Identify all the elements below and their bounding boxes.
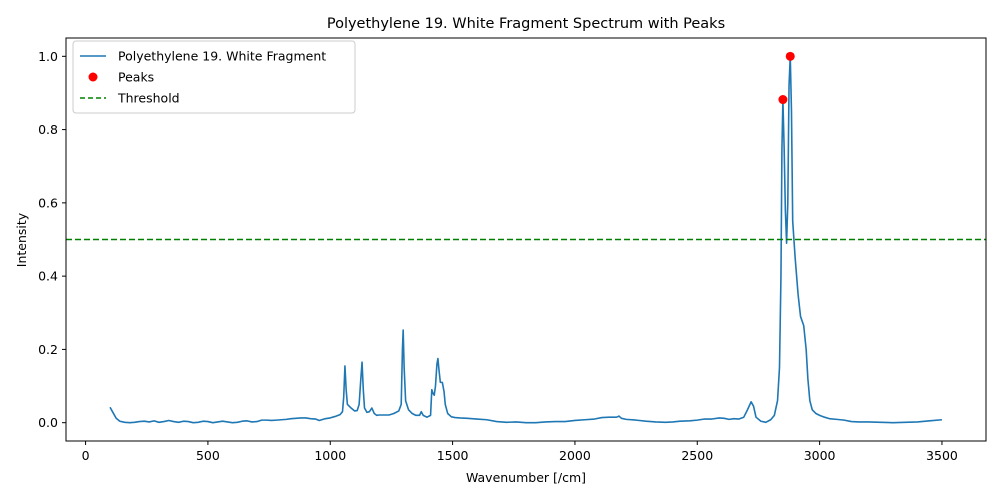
peak-marker <box>785 51 795 61</box>
chart-title: Polyethylene 19. White Fragment Spectrum… <box>327 16 725 32</box>
x-tick-label: 1500 <box>437 448 469 463</box>
y-tick-label: 1.0 <box>38 49 58 64</box>
series-layer <box>66 51 986 424</box>
y-axis-label: Intensity <box>14 212 29 267</box>
legend: Polyethylene 19. White Fragment Peaks Th… <box>72 40 356 114</box>
x-tick-label: 1000 <box>314 448 346 463</box>
legend-label-threshold: Threshold <box>117 91 180 106</box>
x-tick-label: 3000 <box>804 448 836 463</box>
legend-label-peaks: Peaks <box>118 70 154 85</box>
y-tick-label: 0.0 <box>38 415 58 430</box>
x-axis: 0 500 1000 1500 2000 2500 3000 3500 <box>82 441 958 463</box>
legend-box <box>72 40 356 114</box>
peak-marker <box>778 95 788 105</box>
x-tick-label: 0 <box>82 448 90 463</box>
plot-frame <box>65 37 987 442</box>
x-tick-label: 2000 <box>559 448 591 463</box>
y-tick-label: 0.2 <box>38 342 58 357</box>
spectrum-line <box>109 55 943 424</box>
x-tick-label: 500 <box>196 448 220 463</box>
y-tick-label: 0.6 <box>38 195 58 210</box>
legend-peak-swatch <box>88 72 98 82</box>
legend-label-spectrum: Polyethylene 19. White Fragment <box>118 49 326 64</box>
y-tick-label: 0.4 <box>38 269 58 284</box>
y-tick-label: 0.8 <box>38 122 58 137</box>
x-tick-label: 3500 <box>926 448 958 463</box>
y-axis: 0.0 0.2 0.4 0.6 0.8 1.0 <box>38 49 66 430</box>
x-axis-label: Wavenumber [/cm] <box>466 470 586 485</box>
x-tick-label: 2500 <box>681 448 713 463</box>
plot-area <box>65 37 987 442</box>
